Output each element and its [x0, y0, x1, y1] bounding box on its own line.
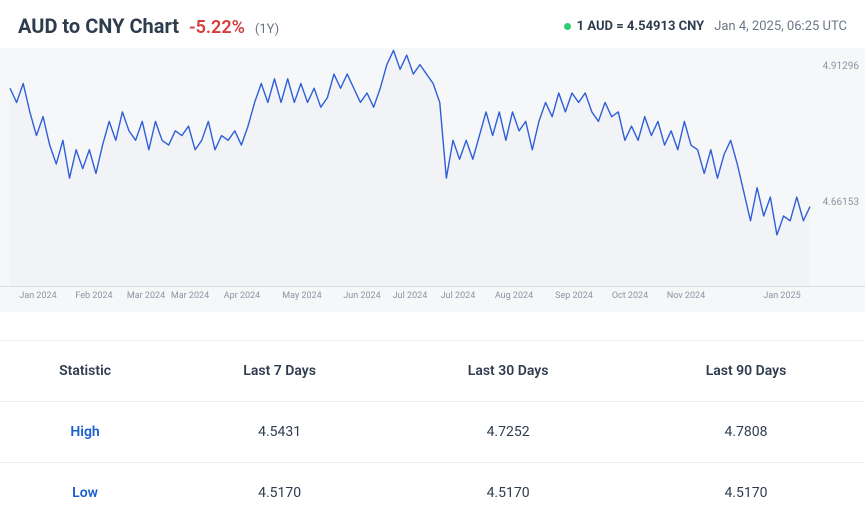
stat-high-30d: 4.7252	[389, 402, 627, 463]
x-tick-label: Sep 2024	[555, 291, 593, 301]
x-tick-label: Jul 2024	[393, 291, 428, 301]
x-tick-label: May 2024	[282, 291, 321, 301]
stat-high-90d: 4.7808	[627, 402, 865, 463]
stat-high-7d: 4.5431	[170, 402, 389, 463]
x-tick-label: Apr 2024	[224, 291, 260, 301]
table-row: Low 4.5170 4.5170 4.5170	[0, 463, 865, 524]
x-axis: Jan 2024 Feb 2024 Mar 2024 Mar 2024 Apr 2024…	[0, 286, 865, 312]
header-right: 1 AUD = 4.54913 CNY Jan 4, 2025, 06:25 U…	[564, 19, 847, 34]
change-percent: -5.22%	[189, 17, 245, 38]
header-left: AUD to CNY Chart -5.22% (1Y)	[18, 14, 279, 38]
col-statistic: Statistic	[0, 341, 170, 402]
x-tick-label: Jun 2024	[343, 291, 380, 301]
col-7d: Last 7 Days	[170, 341, 389, 402]
x-tick-label: Jan 2024	[19, 291, 56, 301]
rate-timestamp: Jan 4, 2025, 06:25 UTC	[714, 19, 847, 34]
x-tick-label: Jan 2025	[763, 291, 800, 301]
table-row: High 4.5431 4.7252 4.7808	[0, 402, 865, 463]
y-axis-label-mid: 4.66153	[823, 197, 859, 208]
chart-area[interactable]: 4.91296 4.66153 Jan 2024 Feb 2024 Mar 2024…	[0, 48, 865, 312]
line-chart-svg	[0, 49, 865, 313]
col-30d: Last 30 Days	[389, 341, 627, 402]
stat-low-90d: 4.5170	[627, 463, 865, 524]
live-dot-icon	[564, 23, 571, 30]
x-tick-label: Feb 2024	[75, 291, 112, 301]
x-tick-label: Aug 2024	[495, 291, 533, 301]
col-90d: Last 90 Days	[627, 341, 865, 402]
page-title: AUD to CNY Chart	[18, 14, 179, 38]
period-label: (1Y)	[255, 22, 279, 37]
x-tick-label: Nov 2024	[667, 291, 705, 301]
stat-low-7d: 4.5170	[170, 463, 389, 524]
stat-name-high: High	[0, 402, 170, 463]
y-axis-label-top: 4.91296	[823, 61, 859, 72]
x-tick-label: Oct 2024	[612, 291, 648, 301]
current-rate: 1 AUD = 4.54913 CNY	[577, 19, 705, 34]
stats-header-row: Statistic Last 7 Days Last 30 Days Last …	[0, 341, 865, 402]
chart-header: AUD to CNY Chart -5.22% (1Y) 1 AUD = 4.5…	[0, 0, 865, 48]
x-tick-label: Jul 2024	[441, 291, 476, 301]
x-tick-label: Mar 2024	[171, 291, 209, 301]
stat-low-30d: 4.5170	[389, 463, 627, 524]
x-tick-label: Mar 2024	[127, 291, 165, 301]
stat-name-low: Low	[0, 463, 170, 524]
stats-table: Statistic Last 7 Days Last 30 Days Last …	[0, 340, 865, 523]
